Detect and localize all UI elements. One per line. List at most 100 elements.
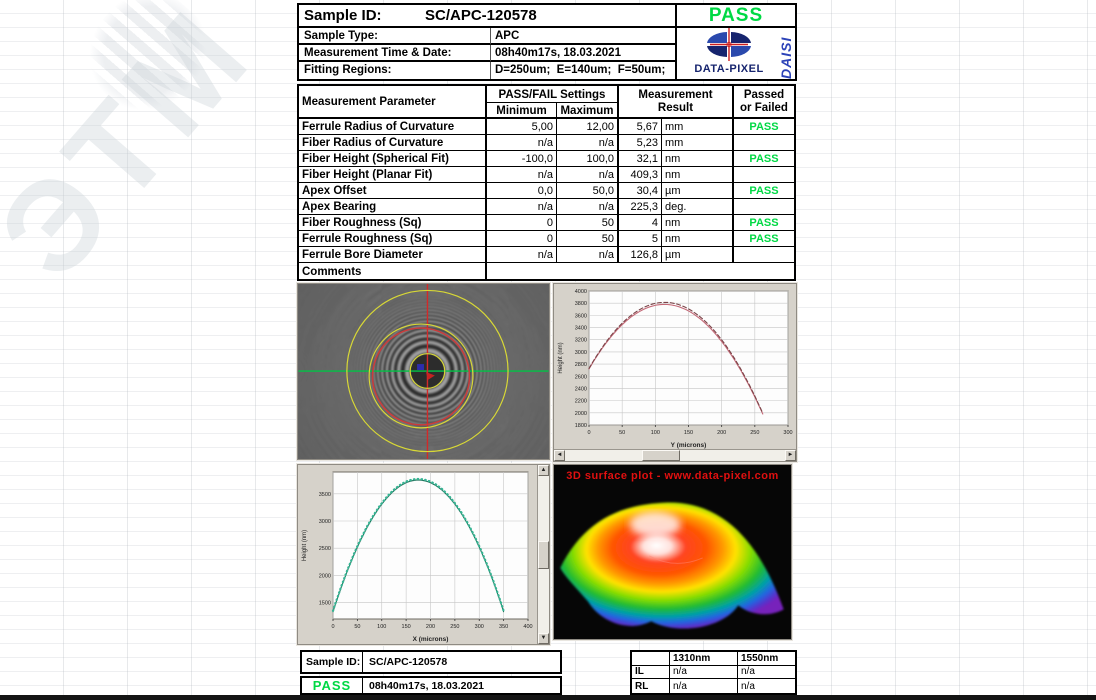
row-unit: nm [662,167,734,183]
row-status: PASS [734,119,794,135]
measurement-time-value: 08h40m17s, 18.03.2021 [490,45,675,62]
svg-text:0: 0 [587,430,590,436]
svg-text:Height (nm): Height (nm) [558,342,564,373]
svg-text:150: 150 [684,430,693,436]
logo-quadrant-ul [707,32,727,43]
svg-text:Height (nm): Height (nm) [302,530,308,561]
logo-brand-text: DATA-PIXEL [694,63,763,75]
fitting-regions-value: D=250um; E=140um; F=50um; [490,62,675,79]
col-header-result-line2: Result [657,102,694,114]
surface-3d-contour [649,555,703,564]
il-row-label: IL [632,665,670,680]
col-header-passed-line2: or Failed [740,102,788,114]
row-min: n/a [487,199,557,215]
scroll-down-button[interactable]: ▼ [538,633,549,644]
datapixel-logo-cell: DATA-PIXEL DAISI [675,28,795,79]
svg-text:3000: 3000 [575,350,587,356]
svg-text:1800: 1800 [575,423,587,429]
row-max: n/a [557,135,619,151]
footer-pass-badge: PASS [302,678,363,693]
wavelength-column-1310: 1310nm [670,652,738,666]
row-result: 32,1 [619,151,662,167]
surface-3d-image [554,465,791,639]
row-min: 0 [487,231,557,247]
vertical-scrollbar[interactable]: ▲ ▼ [537,465,549,644]
rl-1310-value: n/a [670,679,738,693]
datapixel-logo: DATA-PIXEL [694,28,763,75]
row-unit: deg. [662,199,734,215]
scrollbar-thumb[interactable] [538,541,549,569]
wavelength-column-1550: 1550nm [738,652,795,666]
svg-text:200: 200 [717,430,726,436]
surface-3d-panel: 3D surface plot - www.data-pixel.com [553,464,792,640]
row-unit: µm [662,183,734,199]
svg-text:Y (microns): Y (microns) [671,442,707,449]
svg-text:3000: 3000 [319,519,331,525]
comments-label: Comments [299,263,487,279]
row-unit: mm [662,135,734,151]
scroll-up-button[interactable]: ▲ [538,465,549,476]
svg-text:3500: 3500 [319,492,331,498]
col-header-result-line1: Measurement [638,88,713,101]
il-rl-corner-cell [632,652,670,666]
row-status: PASS [734,215,794,231]
pass-badge: PASS [675,5,795,28]
row-result: 5,67 [619,119,662,135]
footer-status-box: PASS 08h40m17s, 18.03.2021 [300,676,562,695]
sample-type-label: Sample Type: [299,28,490,45]
row-min: n/a [487,167,557,183]
svg-text:250: 250 [450,624,459,630]
logo-quadrant-ll [707,46,727,57]
svg-text:50: 50 [354,624,360,630]
col-header-passed-line1: Passed [743,88,785,101]
svg-text:3800: 3800 [575,301,587,307]
scroll-right-button[interactable]: ► [785,450,796,461]
row-parameter: Fiber Roughness (Sq) [299,215,487,231]
row-result: 409,3 [619,167,662,183]
row-status [734,135,794,151]
svg-text:3600: 3600 [575,313,587,319]
svg-text:50: 50 [619,430,625,436]
row-parameter: Fiber Radius of Curvature [299,135,487,151]
sample-id-value: SC/APC-120578 [425,7,537,24]
row-status [734,167,794,183]
footer-sample-box: Sample ID: SC/APC-120578 [300,650,562,674]
row-max: 50,0 [557,183,619,199]
row-result: 30,4 [619,183,662,199]
sample-id-label: Sample ID: [304,7,382,24]
row-unit: nm [662,231,734,247]
logo-quadrant-lr [731,46,751,57]
svg-text:300: 300 [475,624,484,630]
row-parameter: Fiber Height (Planar Fit) [299,167,487,183]
logo-crosshair [710,28,748,61]
row-max: 50 [557,215,619,231]
row-min: -100,0 [487,151,557,167]
svg-text:100: 100 [651,430,660,436]
x-profile-panel: 1500 2000 2500 3000 3500 0 50 100 150 200 250 300 35… [297,464,550,645]
surface-3d-title: 3D surface plot - www.data-pixel.com [566,470,779,482]
row-status: PASS [734,151,794,167]
scrollbar-thumb[interactable] [642,450,680,461]
col-header-parameter: Measurement Parameter [299,86,487,119]
scroll-left-button[interactable]: ◄ [554,450,565,461]
row-unit: mm [662,119,734,135]
svg-text:2400: 2400 [575,386,587,392]
rl-row-label: RL [632,679,670,693]
row-max: n/a [557,247,619,263]
svg-text:2500: 2500 [319,546,331,552]
surface-3d-dome [560,502,784,629]
horizontal-scrollbar[interactable]: ◄ ► [554,449,796,461]
col-header-result: Measurement Result [619,86,734,119]
y-profile-chart: 1800200022002400260028003000320034003600… [558,289,793,449]
row-result: 5 [619,231,662,247]
il-1310-value: n/a [670,665,738,680]
row-parameter: Ferrule Radius of Curvature [299,119,487,135]
row-min: 0 [487,215,557,231]
row-max: 12,00 [557,119,619,135]
interferogram-image [298,284,549,459]
row-unit: nm [662,151,734,167]
row-result: 225,3 [619,199,662,215]
svg-text:350: 350 [499,624,508,630]
svg-text:400: 400 [523,624,532,630]
daisi-label: DAISI [778,36,794,79]
